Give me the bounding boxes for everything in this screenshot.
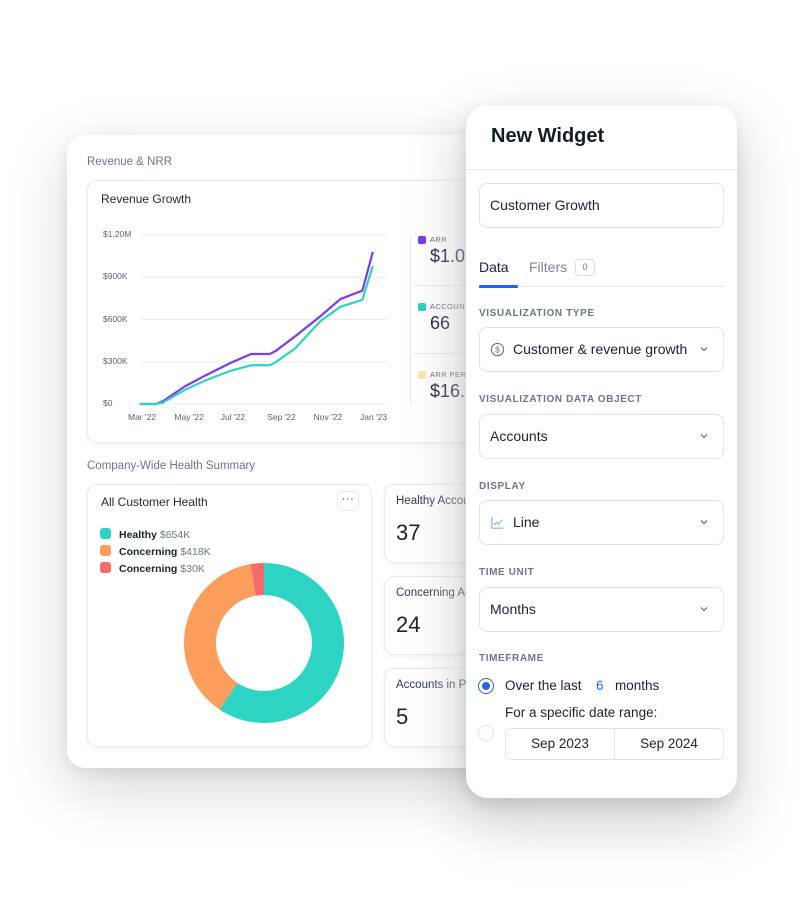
y-tick-label: $1.20M [103,229,132,239]
revenue-growth-card[interactable]: Revenue Growth ARR $1.0 ACCOUN 66 ARR PE… [87,180,507,443]
x-tick-label: May '22 [174,412,204,422]
legend-value: $654K [159,529,191,541]
legend-swatch [100,528,111,539]
legend-value: $16. [430,381,466,401]
display-select[interactable]: Line [479,500,724,545]
series-line-arr [139,251,374,406]
revenue-line-chart[interactable] [88,221,388,431]
over-last-count[interactable]: 6 [596,678,604,693]
timeframe-label: TIMEFRAME [479,653,544,664]
active-tab-indicator [479,285,518,288]
select-value: Customer & revenue growth [513,341,688,357]
legend-name: ACCOUN [430,302,465,311]
time-unit-label: TIME UNIT [479,567,535,578]
select-value: Line [513,514,540,530]
revenue-section-label: Revenue & NRR [87,156,173,168]
line-chart-icon [491,516,504,529]
customer-health-title: All Customer Health [101,495,208,509]
revenue-growth-title: Revenue Growth [101,192,192,206]
stat-label: Accounts in Pe [396,679,473,691]
legend-value: $1.0 [430,246,466,266]
widget-name-input[interactable]: Customer Growth [479,183,724,228]
stat-value: 5 [396,704,409,729]
over-last-suffix: months [615,678,660,693]
series-line-accounts [139,265,374,406]
svg-text:$: $ [495,345,500,355]
donut-slice[interactable] [219,563,344,723]
y-tick-label: $300K [103,355,128,366]
visualization-type-select[interactable]: $ Customer & revenue growth [479,327,724,372]
radio-over-last[interactable] [478,678,494,694]
data-object-select[interactable]: Accounts [479,414,724,459]
legend-value: 66 [430,313,451,333]
x-tick-label: Sep '22 [267,412,296,422]
x-tick-label: Jan '23 [360,412,388,422]
widget-title: New Widget [491,125,605,147]
legend-swatch [100,562,111,573]
radio-date-range[interactable] [478,725,494,741]
health-section-label: Company-Wide Health Summary [87,460,256,472]
legend-name: Healthy [119,529,157,541]
stat-label: Healthy Accou [396,495,470,507]
chevron-down-icon [700,434,708,439]
select-value: Accounts [490,428,548,444]
health-legend-concerning: Concerning $418K [100,545,211,558]
dollar-circle-icon: $ [490,342,505,357]
x-tick-label: Jul '22 [220,412,246,422]
over-last-prefix: Over the last [505,678,582,693]
chevron-down-icon [700,607,708,612]
y-tick-label: $0 [103,398,113,408]
customer-health-card[interactable]: All Customer Health ··· Healthy $654K Co… [87,484,372,747]
y-tick-label: $600K [103,313,128,324]
stat-label: Concerning Ac [396,587,471,599]
chevron-down-icon [700,520,708,525]
more-options-button[interactable]: ··· [337,491,359,511]
x-tick-label: Nov '22 [313,412,343,422]
donut-slice[interactable] [184,564,256,710]
header-divider [466,169,737,170]
legend-name: Concerning [119,563,178,575]
date-range-start[interactable]: Sep 2023 [531,736,589,751]
display-label: DISPLAY [479,481,526,492]
legend-name: ARR [430,235,448,244]
legend-swatch [100,545,111,556]
y-tick-label: $900K [103,271,128,282]
date-range-picker[interactable]: Sep 2023 Sep 2024 [505,728,724,760]
new-widget-panel: New Widget Customer Growth Data Filters … [466,105,737,798]
date-range-option-label: For a specific date range: [505,705,658,720]
tabs-underline [479,286,724,287]
health-donut-chart[interactable] [179,558,349,728]
dashboard-panel: Revenue & NRR Revenue Growth ARR $1.0 AC… [67,135,507,768]
tab-filters[interactable]: Filters [529,259,568,275]
tab-data[interactable]: Data [479,259,509,275]
time-unit-select[interactable]: Months [479,587,724,632]
data-object-label: VISUALIZATION DATA OBJECT [479,394,642,405]
select-value: Months [490,601,536,617]
legend-value: $30K [180,563,205,575]
date-range-end[interactable]: Sep 2024 [614,729,723,759]
legend-swatch-accounts [418,303,426,311]
x-tick-label: Mar '22 [128,412,157,422]
legend-swatch-arr-per [418,371,426,379]
stat-value: 37 [396,520,421,545]
donut-slice[interactable] [250,563,264,596]
filters-count-badge: 0 [575,259,595,276]
legend-name: Concerning [119,546,178,558]
health-legend-healthy: Healthy $654K [100,528,190,541]
visualization-type-label: VISUALIZATION TYPE [479,308,595,319]
legend-name: ARR PER [430,370,467,379]
legend-value: $418K [180,546,211,558]
chevron-down-icon [700,347,708,352]
stat-value: 24 [396,612,421,637]
health-legend-concerning-2: Concerning $30K [100,562,205,575]
chart-legend-divider [410,235,411,404]
legend-swatch-arr [418,236,426,244]
